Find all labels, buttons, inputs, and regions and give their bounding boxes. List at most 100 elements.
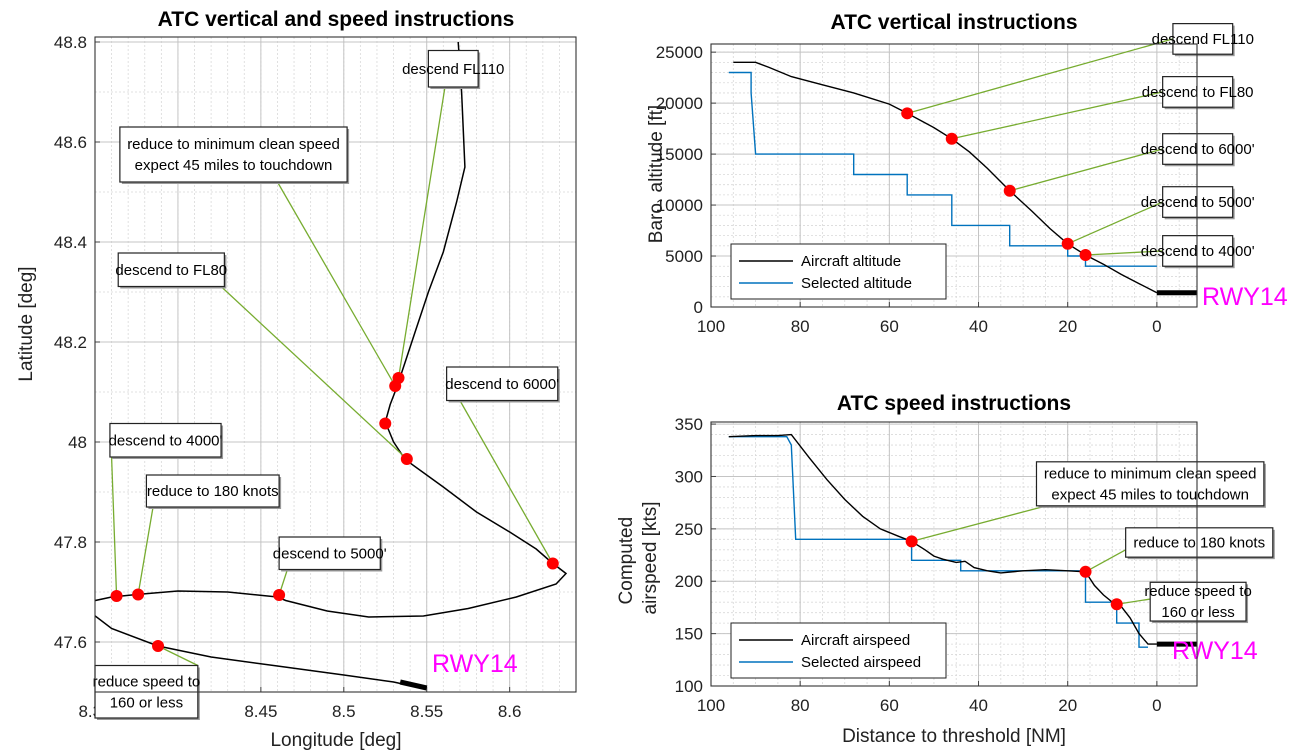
annotation-box [427,49,479,88]
speed-y-tick-label: 250 [675,520,703,539]
annotation-leader-line [1085,250,1163,256]
map-y-tick-label: 48.8 [54,33,87,52]
vertical-y-label: Baro. altitude [ft] [646,105,667,243]
instruction-marker [1003,184,1016,197]
vertical-panel: ATC vertical instructions Baro. altitude… [646,11,1288,336]
annotation-box [1035,461,1265,507]
instruction-marker [273,589,286,601]
map-y-tick-label: 47.6 [54,633,87,652]
annotation-text: reduce to 180 knots [147,483,279,500]
speed-y-tick-label: 100 [675,677,703,696]
speed-y-label-line1: Computed [616,517,637,605]
vertical-x-tick-label: 60 [880,317,899,336]
annotation-leader-line [1067,201,1163,245]
map-y-label: Latitude [deg] [16,266,37,381]
annotation-leader-line [157,645,199,667]
annotation-leader-line [1009,148,1163,192]
runway-label: RWY14 [1172,637,1258,665]
annotation-text: 160 or less [110,694,183,711]
map-title: ATC vertical and speed instructions [158,8,515,31]
speed-x-tick-label: 20 [1058,696,1077,715]
vertical-x-tick-label: 0 [1152,317,1161,336]
annotation-box [278,536,381,571]
map-x-tick-label: 8.45 [244,702,277,721]
annotation-text: reduce to 180 knots [1133,534,1265,551]
annotation-leader-line [1085,549,1126,573]
annotation-leader-line [951,91,1163,140]
map-y-tick-label: 48.6 [54,133,87,152]
vertical-title: ATC vertical instructions [831,11,1078,34]
instruction-marker [1079,249,1092,262]
vertical-x-tick-label: 100 [697,317,725,336]
annotation-text: descend to 5000' [273,545,387,562]
runway-label: RWY14 [432,650,518,678]
vertical-y-tick-label: 5000 [665,247,703,266]
legend-label: Selected airspeed [801,654,921,671]
speed-y-tick-label: 350 [675,415,703,434]
annotation-box [1125,527,1274,558]
vertical-grid [711,44,1197,307]
selected-series-line [728,436,1148,648]
annotation-box [145,474,280,508]
instruction-marker [110,590,123,602]
vertical-plot-area [728,61,1158,294]
annotation-box [1162,76,1234,108]
annotation-box [1172,23,1234,55]
vertical-y-tick-label: 10000 [656,196,703,215]
annotation-box [446,366,559,402]
annotation-text: descend to 6000' [445,376,559,393]
map-y-tick-label: 48.2 [54,333,87,352]
speed-x-tick-label: 40 [969,696,988,715]
annotation-leader-line [276,181,396,387]
speed-panel: ATC speed instructions Distance to thres… [616,392,1275,747]
annotation-text: descend FL110 [402,61,504,78]
vertical-y-tick-label: 0 [694,298,703,317]
vertical-axes-frame [710,43,1198,308]
legend-box [730,243,947,300]
speed-y-tick-label: 200 [675,572,703,591]
annotation-box [1162,235,1234,267]
instruction-marker [132,588,145,601]
runway-label: RWY14 [1202,283,1288,311]
map-x-tick-label: 8.6 [498,702,522,721]
map-y-tick-label: 47.8 [54,533,87,552]
speed-title: ATC speed instructions [837,392,1071,415]
map-y-tick-label: 48 [68,433,87,452]
vertical-y-tick-label: 15000 [656,145,703,164]
speed-y-tick-label: 150 [675,625,703,644]
annotation-text: reduce speed to [1144,583,1252,600]
annotation-leader-line [110,456,118,597]
annotation-text: 160 or less [1161,604,1234,621]
annotation-text: descend to 5000' [1141,194,1255,211]
instruction-marker [1110,598,1123,611]
map-y-tick-label: 48.4 [54,233,87,252]
speed-y-label: Computed airspeed [kts] [616,502,661,615]
vertical-x-tick-label: 80 [791,317,810,336]
speed-x-tick-label: 60 [880,696,899,715]
annotation-box [1162,186,1234,218]
annotation-text: descend to 6000' [1141,141,1255,158]
annotation-text: descend to FL80 [1142,84,1254,101]
speed-y-tick-label: 300 [675,467,703,486]
annotation-box [117,252,225,288]
map-x-tick-label: 8.55 [410,702,443,721]
annotation-text: descend FL110 [1152,31,1254,48]
instruction-marker [905,535,918,548]
speed-x-tick-label: 0 [1152,696,1161,715]
annotation-text: descend to FL80 [115,262,227,279]
legend-label: Aircraft altitude [801,253,901,270]
map-x-label: Longitude [deg] [270,730,401,751]
annotation-leader-line [397,86,446,379]
annotation-text: reduce to minimum clean speed [127,136,340,153]
speed-axes-frame [710,421,1198,687]
annotation-leader-line [911,503,1055,543]
vertical-x-tick-label: 40 [969,317,988,336]
speed-x-tick-label: 100 [697,696,725,715]
vertical-y-tick-label: 20000 [656,94,703,113]
speed-x-label: Distance to threshold [NM] [842,726,1066,747]
annotation-text: reduce speed to [93,673,201,690]
instruction-marker [1061,237,1074,250]
instruction-marker [1079,565,1092,578]
annotation-box [1149,581,1247,622]
map-axes-frame [94,36,577,693]
